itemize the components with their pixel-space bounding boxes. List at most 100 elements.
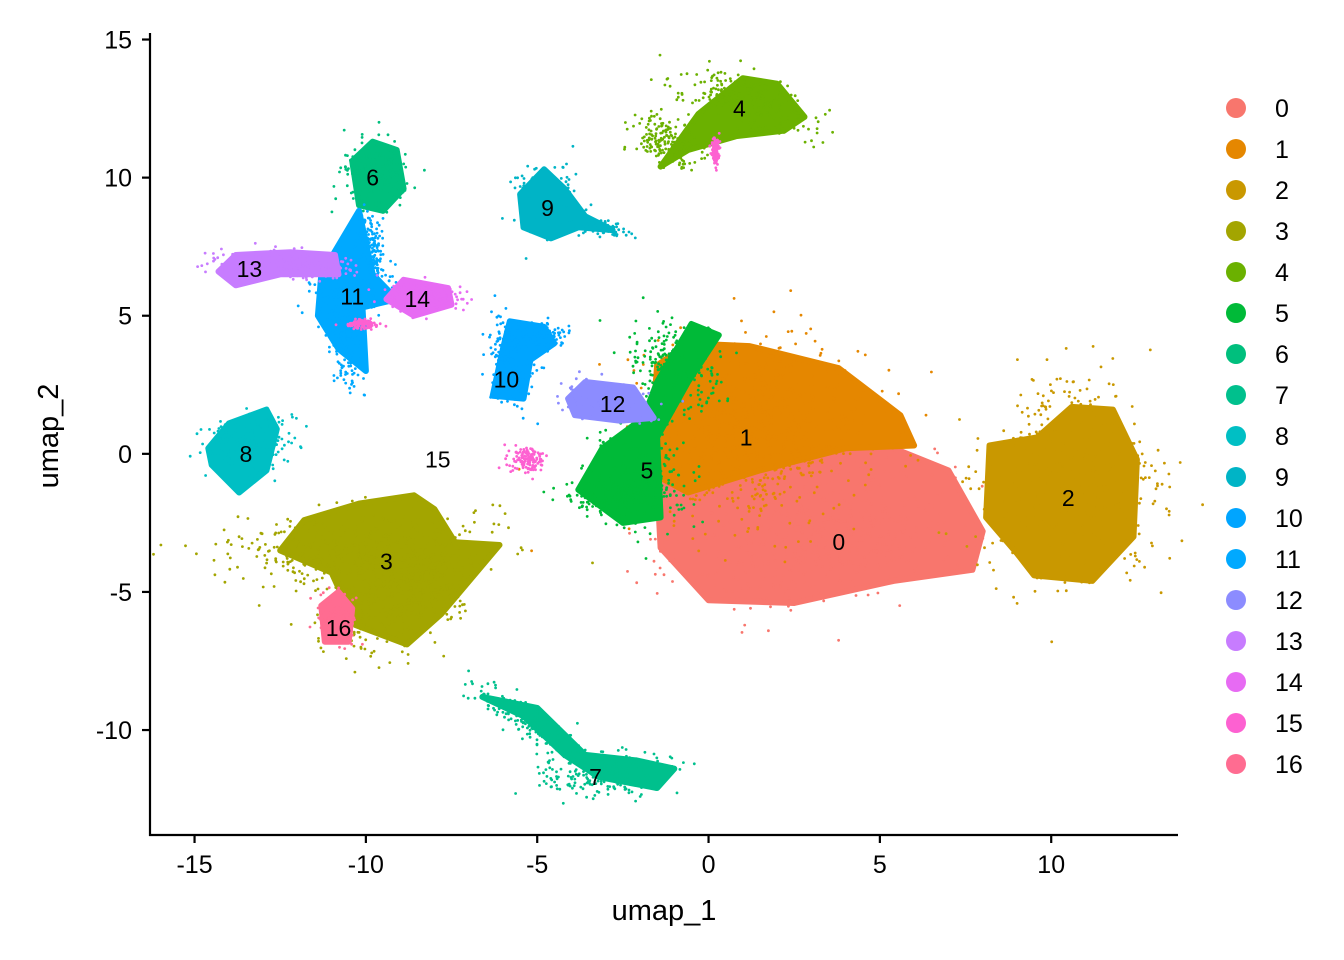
point <box>359 592 363 595</box>
point <box>664 124 668 128</box>
point <box>1065 473 1069 477</box>
point <box>1007 488 1011 492</box>
point <box>754 555 758 559</box>
point <box>886 512 889 515</box>
point <box>281 560 285 564</box>
point <box>751 480 754 484</box>
point <box>1063 434 1067 437</box>
point <box>1080 507 1084 511</box>
point <box>349 570 352 574</box>
point <box>679 376 682 379</box>
point <box>1093 434 1097 438</box>
point <box>786 531 790 535</box>
point <box>333 563 336 567</box>
point <box>1132 452 1136 456</box>
point <box>702 454 706 457</box>
point <box>1074 478 1078 481</box>
point <box>1092 504 1096 508</box>
point <box>771 477 775 481</box>
point <box>657 125 661 128</box>
point <box>738 390 741 394</box>
point <box>601 475 605 479</box>
point <box>1071 448 1075 452</box>
point <box>1089 409 1093 412</box>
point <box>619 514 623 518</box>
point <box>743 490 747 494</box>
point <box>1047 472 1051 476</box>
point <box>692 382 695 386</box>
point <box>1098 512 1101 516</box>
point <box>405 182 409 185</box>
point <box>726 434 730 438</box>
point <box>263 554 267 557</box>
point <box>835 580 839 584</box>
point <box>1052 526 1056 529</box>
point <box>844 417 848 421</box>
point <box>1030 436 1034 440</box>
point <box>888 575 892 579</box>
point <box>1104 423 1108 427</box>
point <box>263 566 267 570</box>
point <box>648 379 652 383</box>
point <box>740 496 744 499</box>
point <box>582 770 585 773</box>
point <box>410 527 413 530</box>
point <box>676 137 680 140</box>
point <box>353 600 357 604</box>
point <box>1069 457 1073 460</box>
point <box>394 528 398 531</box>
point <box>787 547 791 551</box>
point <box>821 512 825 516</box>
point <box>709 369 713 373</box>
point <box>1079 533 1083 536</box>
point <box>354 525 358 529</box>
point <box>734 544 738 548</box>
point <box>783 406 787 409</box>
point <box>746 87 749 90</box>
point <box>751 407 754 411</box>
point <box>753 457 757 461</box>
point <box>403 622 407 625</box>
point <box>800 438 804 442</box>
point <box>731 499 735 503</box>
point <box>613 456 617 459</box>
point <box>416 521 420 525</box>
point <box>811 407 815 410</box>
point <box>684 406 688 409</box>
point <box>655 113 659 116</box>
point <box>317 503 321 507</box>
point <box>392 559 395 563</box>
point <box>821 546 825 549</box>
point <box>766 476 770 480</box>
point <box>667 331 671 335</box>
point <box>664 442 667 445</box>
point <box>861 518 864 522</box>
point <box>716 79 720 82</box>
point <box>771 547 774 550</box>
point <box>683 145 687 149</box>
point <box>703 355 706 359</box>
point <box>1151 502 1155 506</box>
point <box>716 83 719 87</box>
point <box>622 461 625 465</box>
point <box>434 553 437 556</box>
point <box>740 470 744 474</box>
point <box>418 616 421 620</box>
point <box>360 176 363 180</box>
point <box>391 173 395 177</box>
point <box>633 472 637 475</box>
point <box>355 507 359 511</box>
point <box>1036 467 1039 470</box>
point <box>704 537 707 540</box>
point <box>379 620 382 624</box>
point <box>789 525 793 529</box>
point <box>622 468 626 472</box>
point <box>826 368 829 372</box>
point <box>845 432 849 436</box>
point <box>773 495 777 499</box>
point <box>751 404 754 408</box>
point <box>786 405 789 408</box>
point <box>709 469 712 473</box>
point <box>724 383 728 386</box>
point <box>432 536 435 540</box>
